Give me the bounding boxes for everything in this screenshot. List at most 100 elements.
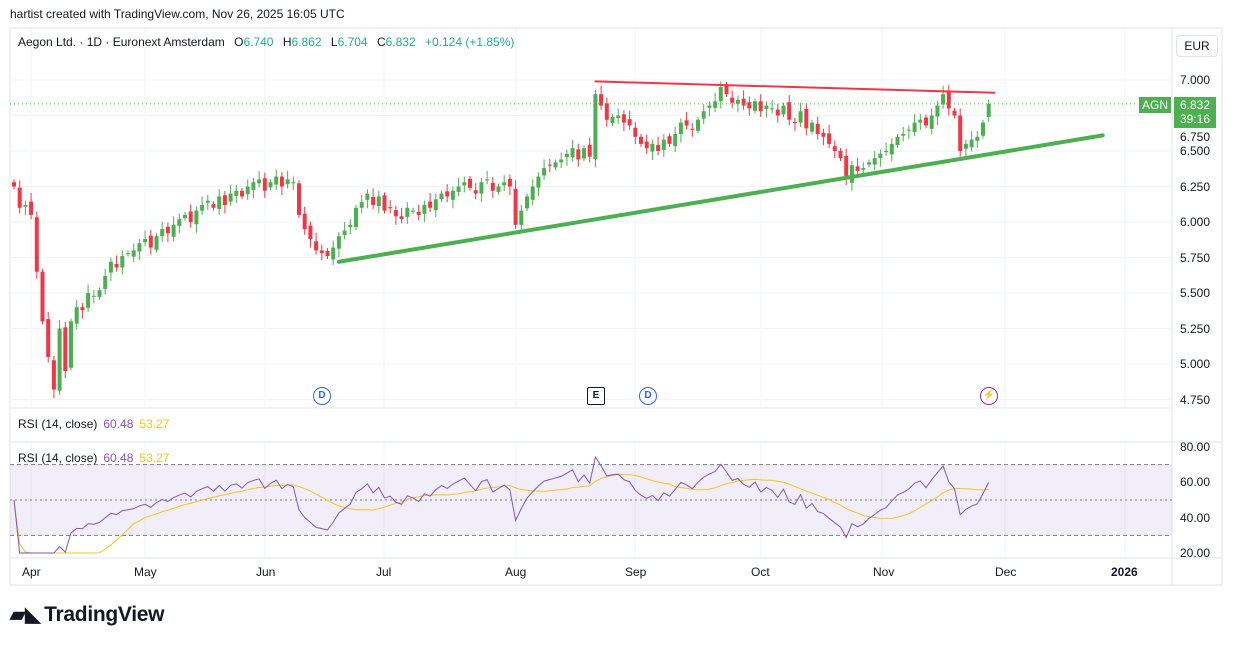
candle-up xyxy=(582,148,586,159)
candle-up xyxy=(986,103,991,117)
x-label-aug: Aug xyxy=(505,565,527,579)
candle-up xyxy=(251,182,256,190)
price-tick: 5.750 xyxy=(1180,250,1211,265)
candle-up xyxy=(975,136,980,141)
candle-down xyxy=(40,271,45,322)
candle-down xyxy=(952,110,957,116)
candle-down xyxy=(399,216,404,220)
candle-up xyxy=(764,105,769,109)
candle-down xyxy=(621,114,626,123)
candle-down xyxy=(576,149,581,160)
candle-up xyxy=(519,210,524,225)
candle-down xyxy=(604,103,609,120)
rsi-label: RSI (14, close) xyxy=(18,417,98,431)
symbol-legend: Aegon Ltd. · 1D · Euronext Amsterdam O 6.… xyxy=(18,35,514,49)
candle-up xyxy=(433,199,438,211)
candle-up xyxy=(770,108,775,110)
candle-up xyxy=(861,168,866,170)
tv-logo-icon: ▰◣ xyxy=(10,604,41,626)
rsi-label: RSI (14, close) xyxy=(18,451,98,465)
candle-down xyxy=(747,102,752,109)
candle-down xyxy=(34,217,39,272)
candle-up xyxy=(86,293,91,308)
x-label-apr: Apr xyxy=(22,565,41,579)
chart-frame xyxy=(9,27,1223,586)
candle-down xyxy=(240,190,244,197)
candle-up xyxy=(376,196,381,207)
logo-text: TradingView xyxy=(44,603,165,626)
candle-up xyxy=(97,290,102,297)
candle-up xyxy=(661,139,666,150)
candle-down xyxy=(924,117,928,126)
candle-up xyxy=(564,153,569,158)
candle-up xyxy=(291,182,296,184)
candle-down xyxy=(587,144,592,157)
price-tick: 5.250 xyxy=(1180,321,1211,336)
candle-down xyxy=(393,210,398,217)
candle-down xyxy=(855,166,860,171)
trendlines[interactable] xyxy=(336,80,1105,264)
high-label: H xyxy=(282,35,292,49)
candle-down xyxy=(627,119,632,126)
currency-button[interactable]: EUR xyxy=(1176,35,1218,57)
candle-down xyxy=(832,146,837,151)
candle-up xyxy=(502,182,507,186)
low-value: 6.704 xyxy=(337,35,368,49)
candle-up xyxy=(701,111,706,119)
candle-up xyxy=(456,186,461,192)
symbol-title: Aegon Ltd. · 1D · Euronext Amsterdam xyxy=(18,35,225,49)
candle-up xyxy=(525,196,529,209)
rsi-tick: 60.00 xyxy=(1180,475,1211,490)
earnings-marker[interactable]: E xyxy=(587,387,605,405)
candle-down xyxy=(787,102,792,120)
candle-up xyxy=(285,179,290,185)
candle-up xyxy=(143,239,148,243)
candle-up xyxy=(650,143,655,152)
candle-down xyxy=(741,98,746,106)
candles xyxy=(10,81,1136,399)
candle-down xyxy=(17,187,22,208)
candle-up xyxy=(593,94,598,159)
candle-down xyxy=(297,183,301,215)
candle-up xyxy=(496,186,501,192)
close-value: 6.832 xyxy=(385,35,416,49)
candle-up xyxy=(610,116,615,124)
candle-down xyxy=(684,120,689,126)
candle-down xyxy=(46,319,51,357)
candle-up xyxy=(234,190,239,196)
candle-down xyxy=(382,195,387,211)
candle-down xyxy=(473,190,478,194)
rsi-tick: 40.00 xyxy=(1180,510,1211,525)
candle-down xyxy=(946,90,951,109)
rsi-tick: 80.00 xyxy=(1180,440,1211,454)
candle-down xyxy=(302,213,307,230)
candle-up xyxy=(901,133,906,136)
lightning-icon[interactable]: ⚡ xyxy=(980,387,998,405)
candle-down xyxy=(114,264,119,268)
candle-up xyxy=(536,176,541,188)
candle-down xyxy=(314,241,319,251)
candle-up xyxy=(200,204,205,211)
dividend-marker[interactable]: D xyxy=(639,387,657,405)
candle-down xyxy=(308,225,313,240)
dividend-marker[interactable]: D xyxy=(313,387,331,405)
x-label-jul: Jul xyxy=(376,565,392,579)
candle-up xyxy=(969,139,974,148)
candle-up xyxy=(485,179,490,181)
candle-up xyxy=(120,256,125,268)
price-tick: 6.250 xyxy=(1180,179,1211,194)
candle-up xyxy=(570,148,575,158)
candle-down xyxy=(63,327,68,372)
candle-up xyxy=(735,99,740,104)
price-tick: 5.000 xyxy=(1180,357,1211,371)
candle-up xyxy=(673,133,678,147)
open-label: O xyxy=(234,35,244,49)
candle-up xyxy=(108,261,113,273)
candle-up xyxy=(553,162,558,168)
candle-up xyxy=(696,119,700,131)
rsi-ma-value: 53.27 xyxy=(139,417,170,431)
candle-down xyxy=(262,178,267,191)
candle-down xyxy=(51,360,56,390)
